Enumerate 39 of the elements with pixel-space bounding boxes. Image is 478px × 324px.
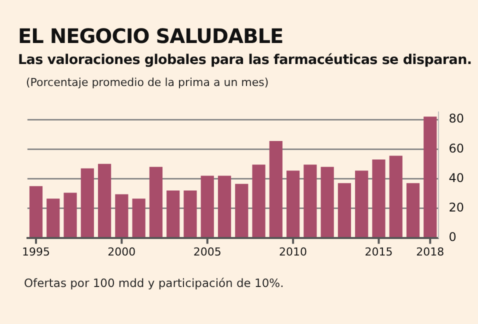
text: Ofertas por 100 mdd y participación de 10%. — [24, 276, 284, 290]
bar — [166, 190, 180, 238]
bar — [269, 141, 282, 238]
y-tick-label: 40 — [448, 170, 464, 185]
y-tick-label: 80 — [448, 112, 464, 126]
bar — [46, 198, 60, 238]
bar — [64, 192, 77, 238]
bar — [355, 170, 368, 238]
bar — [372, 159, 386, 238]
bar — [338, 183, 352, 238]
bar — [286, 170, 300, 238]
bar — [132, 198, 146, 238]
bar — [406, 183, 420, 238]
bar — [320, 166, 334, 238]
bar — [304, 164, 317, 238]
bar — [424, 116, 437, 238]
bar — [389, 156, 402, 238]
x-tick-label: 2000 — [108, 245, 136, 258]
y-tick-label: 20 — [448, 200, 464, 214]
bar — [184, 190, 197, 238]
x-tick-label: 2010 — [279, 245, 308, 258]
x-tick-label: 2005 — [193, 245, 222, 258]
chart-title: EL NEGOCIO SALUDABLE — [18, 24, 284, 48]
bar — [235, 184, 248, 238]
bar — [29, 186, 43, 238]
x-tick-label: 1995 — [22, 245, 50, 258]
bar — [218, 176, 232, 238]
bar — [115, 194, 128, 238]
bar — [149, 166, 163, 238]
x-tick-label: 2018 — [416, 245, 444, 258]
y-tick-label: 0 — [448, 230, 456, 244]
y-axis-title: (Porcentaje promedio de la prima a un mes) — [26, 76, 269, 89]
chart-subtitle: Las valoraciones globales para las farmacéuticas se disparan. — [18, 52, 472, 68]
bar — [252, 164, 266, 238]
bar — [200, 176, 214, 238]
bar — [80, 168, 94, 238]
x-tick-label: 2015 — [364, 245, 393, 258]
y-tick-label: 60 — [448, 141, 464, 156]
bar — [98, 164, 112, 238]
